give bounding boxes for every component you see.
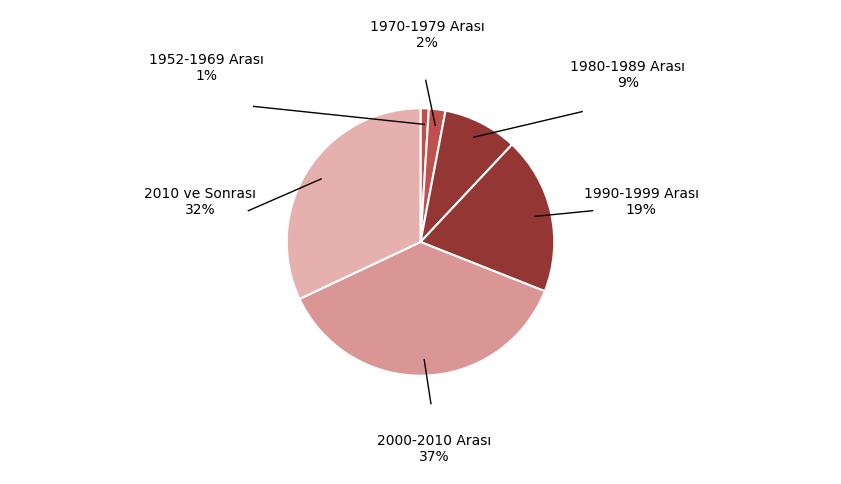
Wedge shape [420, 108, 446, 242]
Text: 1980-1989 Arası
9%: 1980-1989 Arası 9% [570, 60, 685, 90]
Text: 2000-2010 Arası
37%: 2000-2010 Arası 37% [377, 434, 491, 465]
Text: 1970-1979 Arası
2%: 1970-1979 Arası 2% [370, 19, 484, 50]
Wedge shape [287, 108, 420, 299]
Text: 1990-1999 Arası
19%: 1990-1999 Arası 19% [584, 187, 699, 217]
Wedge shape [299, 242, 545, 376]
Wedge shape [420, 108, 429, 242]
Text: 1952-1969 Arası
1%: 1952-1969 Arası 1% [149, 53, 264, 83]
Wedge shape [420, 145, 554, 291]
Text: 2010 ve Sonrası
32%: 2010 ve Sonrası 32% [144, 187, 256, 217]
Wedge shape [420, 111, 512, 242]
